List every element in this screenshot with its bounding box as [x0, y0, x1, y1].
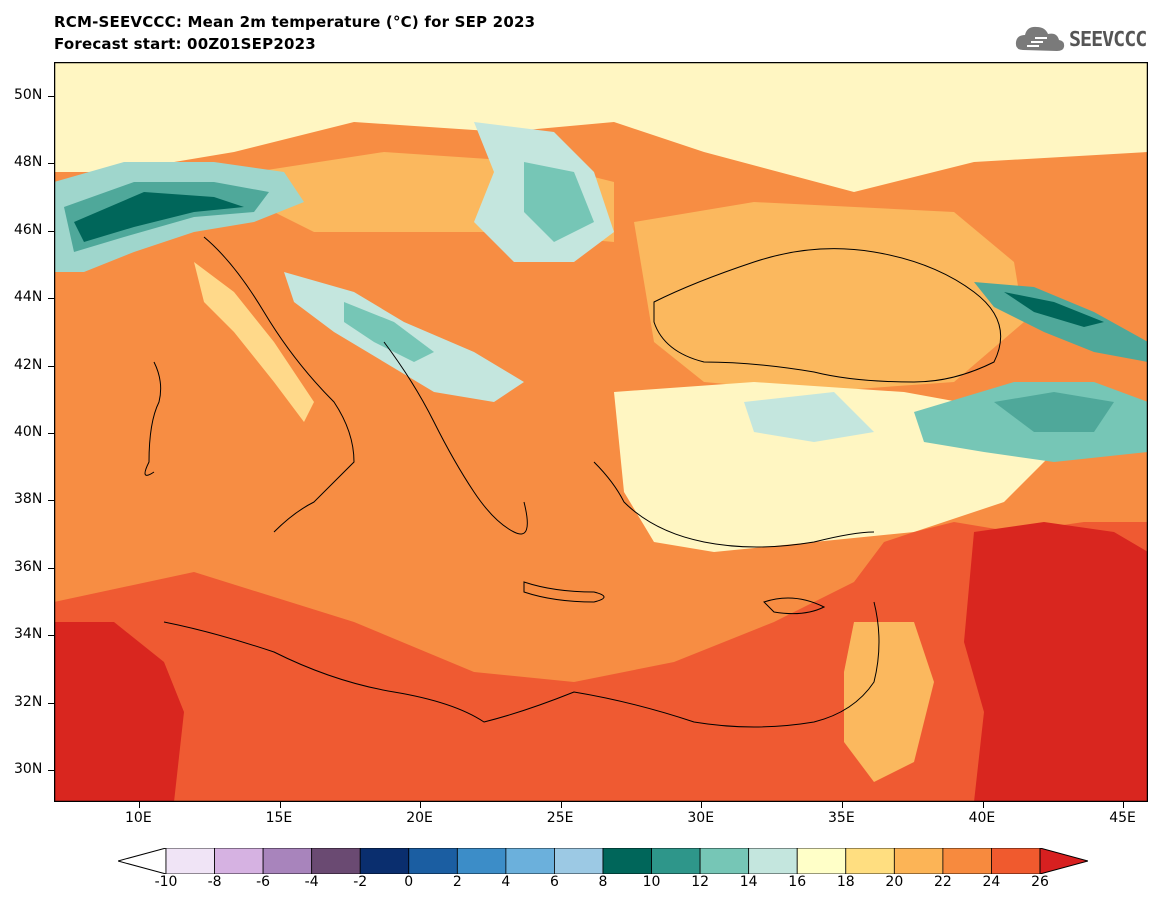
lat-tick-label: 30N: [14, 761, 43, 777]
seevccc-logo: SEEVCCC: [1013, 20, 1153, 60]
carpathian-cooler-region: [524, 162, 594, 242]
colorbar-box: [991, 848, 1041, 874]
lon-tick-label: 30E: [687, 810, 715, 826]
lat-tick-mark: [48, 635, 54, 637]
colorbar-label: 0: [404, 874, 414, 890]
colorbar-box: [262, 848, 313, 874]
lat-tick-mark: [48, 702, 54, 704]
colorbar-label: 6: [549, 874, 559, 890]
levant-mid-region: [844, 622, 934, 782]
lat-tick-label: 48N: [14, 154, 43, 171]
lon-tick-mark: [279, 802, 281, 808]
lat-tick-label: 32N: [14, 693, 43, 710]
lat-tick-label: 34N: [14, 626, 43, 643]
anatolia-cool-region: [744, 392, 874, 442]
colorbar-box: [893, 848, 944, 874]
forecast-start: Forecast start: 00Z01SEP2023: [54, 35, 316, 53]
caucasus-cold-region: [974, 282, 1148, 362]
lat-tick-mark: [48, 163, 54, 165]
colorbar-label: 18: [836, 874, 855, 890]
colorbar-label: -6: [256, 874, 271, 890]
colorbar-box: [554, 848, 604, 874]
lat-tick-mark: [48, 96, 54, 97]
colorbar-box: [359, 848, 410, 874]
lon-tick-label: 20E: [406, 810, 433, 826]
colorbar-label: 26: [1031, 874, 1049, 890]
colorbar-label: 4: [501, 874, 511, 890]
lon-tick-mark: [1123, 802, 1125, 808]
colorbar-box: [651, 848, 701, 874]
colorbar-box: [505, 848, 555, 874]
colorbar-box: [602, 848, 652, 874]
temperature-map: [54, 62, 1148, 802]
colorbar-box: [165, 848, 215, 874]
caucasus-coldest-region: [1004, 292, 1104, 327]
colorbar-label: 2: [452, 874, 462, 890]
colorbar-box: [845, 848, 895, 874]
colorbar-label: 16: [788, 874, 807, 890]
colorbar-box: [311, 848, 361, 874]
lat-tick-mark: [48, 298, 54, 300]
colorbar: [118, 848, 1088, 874]
lat-tick-mark: [48, 567, 54, 569]
colorbar-box: [748, 848, 798, 874]
colorbar-label: 24: [982, 874, 1001, 890]
lon-tick-mark: [842, 802, 843, 808]
alps-coldest-region: [74, 192, 244, 242]
colorbar-label: 10: [642, 874, 661, 890]
lat-tick-mark: [48, 230, 54, 232]
lon-tick-mark: [560, 802, 562, 808]
lon-tick-label: 10E: [125, 810, 152, 826]
lat-tick-label: 38N: [14, 491, 43, 508]
colorbar-label: 22: [933, 874, 952, 890]
lat-tick-label: 36N: [14, 558, 43, 575]
map-title: RCM-SEEVCCC: Mean 2m temperature (°C) fo…: [54, 13, 536, 31]
map-frame: [54, 62, 1148, 802]
colorbar-box: [456, 848, 507, 874]
colorbar-high-extension: [1039, 848, 1088, 874]
black-sea-region: [634, 202, 1024, 392]
colorbar-label: -8: [207, 874, 222, 890]
colorbar-label: 20: [885, 874, 904, 890]
lon-tick-mark: [139, 802, 140, 808]
lat-tick-mark: [48, 770, 54, 771]
coastlines: [144, 236, 1002, 728]
lat-tick-mark: [48, 500, 54, 502]
colorbar-box: [699, 848, 750, 874]
lat-tick-label: 44N: [14, 289, 43, 306]
colorbar-box: [408, 848, 458, 874]
north-pale-region: [54, 62, 1148, 192]
colorbar-label: 8: [598, 874, 608, 890]
colorbar-low-extension: [118, 848, 167, 874]
lon-tick-mark: [701, 802, 703, 808]
lat-tick-mark: [48, 365, 54, 367]
lon-tick-mark: [982, 802, 984, 808]
lon-tick-label: 40E: [968, 810, 996, 826]
colorbar-box: [942, 848, 992, 874]
colorbar-label: -4: [304, 874, 319, 890]
east-anatolia-colder-region: [994, 392, 1114, 432]
lat-tick-label: 50N: [14, 87, 43, 103]
lon-tick-label: 25E: [546, 810, 574, 826]
arabia-hottest-region: [964, 522, 1148, 802]
lon-tick-label: 15E: [265, 810, 293, 826]
colorbar-label: -10: [154, 874, 178, 890]
lon-tick-label: 35E: [828, 810, 855, 826]
apennines-pale-region: [194, 262, 314, 422]
lon-tick-label: 45E: [1109, 810, 1136, 826]
colorbar-box: [214, 848, 264, 874]
colorbar-label: 14: [739, 874, 758, 890]
lat-tick-label: 46N: [14, 221, 43, 238]
balkan-cooler-region: [344, 302, 434, 362]
lon-tick-mark: [420, 802, 422, 808]
cloud-icon: [1015, 26, 1065, 51]
lat-tick-label: 42N: [14, 356, 43, 373]
colorbar-box: [796, 848, 847, 874]
colorbar-label: 12: [691, 874, 710, 890]
lat-tick-label: 40N: [14, 424, 43, 440]
africa-hottest-region: [54, 622, 184, 802]
colorbar-label: -2: [353, 874, 368, 890]
lat-tick-mark: [48, 433, 54, 434]
